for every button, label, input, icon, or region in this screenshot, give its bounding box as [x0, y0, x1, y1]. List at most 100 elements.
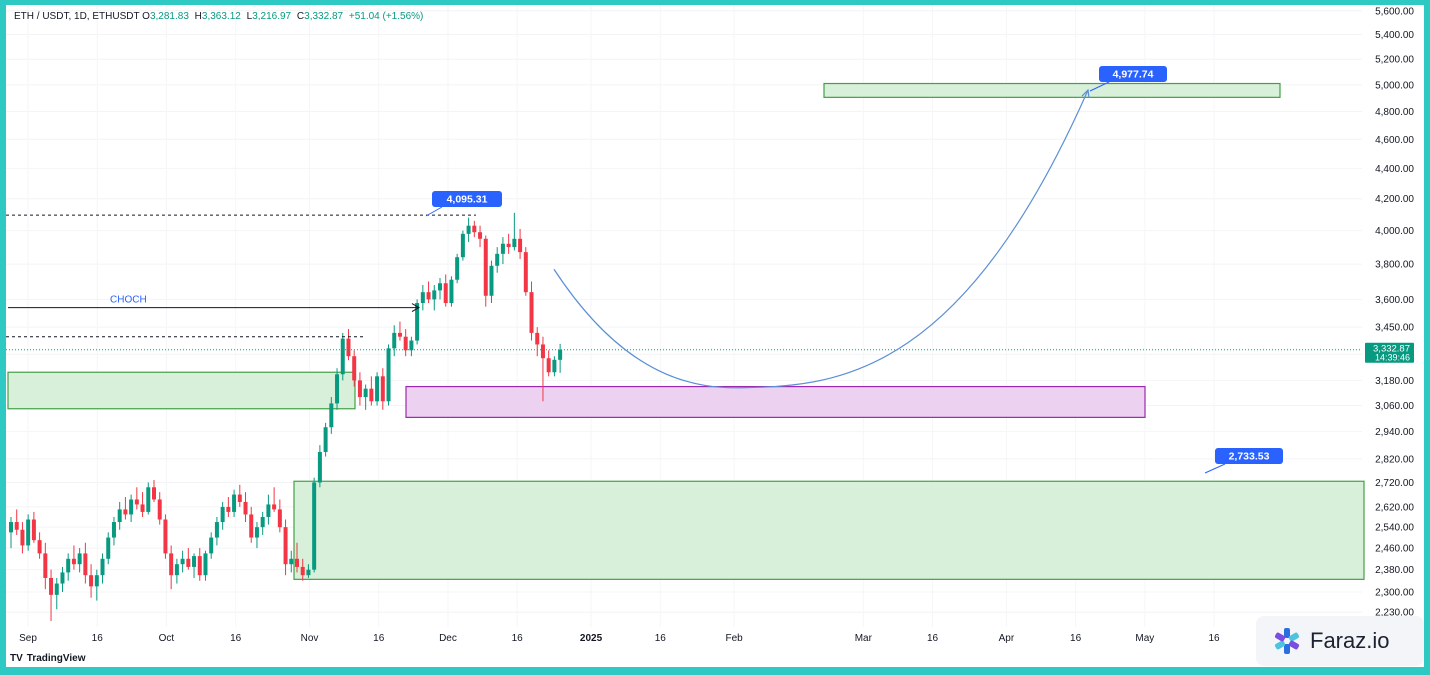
candle-body	[426, 292, 431, 300]
candle	[89, 564, 94, 598]
candle	[260, 511, 265, 535]
x-tick-label: 16	[230, 633, 242, 644]
y-tick-label: 3,450.00	[1375, 323, 1414, 334]
candle	[186, 548, 191, 570]
candle	[317, 445, 322, 488]
candle	[129, 494, 134, 523]
tradingview-logo[interactable]: TV TradingView	[10, 653, 86, 664]
candle	[529, 281, 534, 341]
candle	[357, 372, 362, 406]
candle-body	[466, 225, 471, 234]
candle-body	[540, 344, 545, 359]
candle	[249, 506, 254, 543]
candle	[403, 329, 408, 357]
y-tick-label: 4,200.00	[1375, 194, 1414, 205]
candle	[420, 285, 425, 311]
candle	[163, 514, 168, 559]
candle	[134, 487, 139, 510]
candle-body	[140, 504, 145, 512]
x-tick-label: 16	[92, 633, 104, 644]
target-callout-box	[1099, 66, 1167, 82]
candle-body	[300, 566, 305, 576]
candle	[71, 545, 76, 570]
candle	[26, 514, 31, 551]
demand-zone-lower	[293, 480, 1365, 580]
candle-body	[20, 529, 25, 546]
candle-body	[420, 292, 425, 304]
x-tick-label: May	[1135, 633, 1154, 644]
x-tick-label: 16	[1070, 633, 1082, 644]
candle-body	[323, 427, 328, 452]
candle	[386, 344, 391, 406]
candle	[197, 548, 202, 581]
candle	[443, 274, 448, 307]
candle-body	[77, 553, 82, 565]
y-tick-label: 3,800.00	[1375, 260, 1414, 271]
choch-label: CHOCH	[110, 295, 147, 306]
y-tick-label: 5,600.00	[1375, 6, 1414, 17]
candle-body	[106, 537, 111, 559]
current-price-badge-box	[1365, 342, 1414, 363]
candle	[14, 509, 19, 535]
candle	[243, 492, 248, 523]
candle	[558, 343, 563, 373]
y-tick-label: 2,230.00	[1375, 608, 1414, 619]
candle	[289, 550, 294, 573]
candle	[9, 516, 13, 549]
candle-body	[249, 514, 254, 538]
candle-body	[403, 336, 408, 351]
candle	[346, 329, 351, 361]
candle-body	[134, 499, 139, 505]
y-tick-label: 2,540.00	[1375, 523, 1414, 534]
candle	[506, 233, 511, 254]
candle	[220, 501, 225, 530]
high-value: 3,363.12	[201, 11, 241, 22]
candle	[426, 281, 431, 304]
candle-body	[203, 553, 208, 576]
candle	[226, 497, 231, 517]
candle	[472, 220, 477, 238]
candle	[409, 336, 414, 357]
symbol-name[interactable]: ETH / USDT, 1D, ETHUSDT	[14, 11, 140, 22]
candle-body	[483, 238, 488, 296]
demand-zone-upper	[7, 371, 356, 410]
candle	[397, 321, 402, 341]
y-tick-label: 2,820.00	[1375, 454, 1414, 465]
time-axis[interactable]: Sep 16 Oct 16 Nov 16 Dec 16 2025 16 Feb Mar 16 Apr 16 M…	[19, 633, 1220, 644]
candle	[460, 230, 465, 261]
support-callout-pointer	[1204, 463, 1226, 474]
candle	[237, 484, 242, 507]
y-tick-label: 3,600.00	[1375, 295, 1414, 306]
candle-body	[254, 527, 259, 538]
close-value: 3,332.87	[304, 11, 344, 22]
x-tick-label: Feb	[725, 633, 743, 644]
candle	[478, 225, 483, 248]
candle-body	[443, 283, 448, 304]
candle-body	[478, 232, 483, 239]
candle-body	[506, 243, 511, 248]
y-tick-label: 2,620.00	[1375, 502, 1414, 513]
candle-body	[329, 403, 334, 428]
price-axis[interactable]: 5,600.00 5,400.00 5,200.00 5,000.00 4,800.00…	[1365, 6, 1414, 619]
candle	[512, 212, 517, 251]
x-tick-label: Mar	[855, 633, 873, 644]
candle	[483, 235, 488, 307]
candle-body	[237, 494, 242, 502]
target-callout-pointer	[1089, 81, 1110, 92]
candle-body	[283, 527, 288, 565]
candle	[180, 550, 185, 573]
candle-body	[438, 283, 442, 291]
candle	[111, 516, 116, 546]
candle	[94, 569, 99, 601]
candle	[209, 532, 214, 559]
y-tick-label: 3,060.00	[1375, 401, 1414, 412]
candle	[60, 566, 65, 593]
candle	[306, 564, 311, 578]
x-tick-label: 16	[512, 633, 524, 644]
projection-curve	[553, 89, 1089, 389]
chart-frame: CHOCH 4,095.31 4,977.74 2,733.53 5,600.00 5,…	[6, 5, 1424, 667]
candle-body	[60, 572, 65, 584]
candle-body	[272, 504, 277, 510]
candle-body	[289, 558, 294, 565]
